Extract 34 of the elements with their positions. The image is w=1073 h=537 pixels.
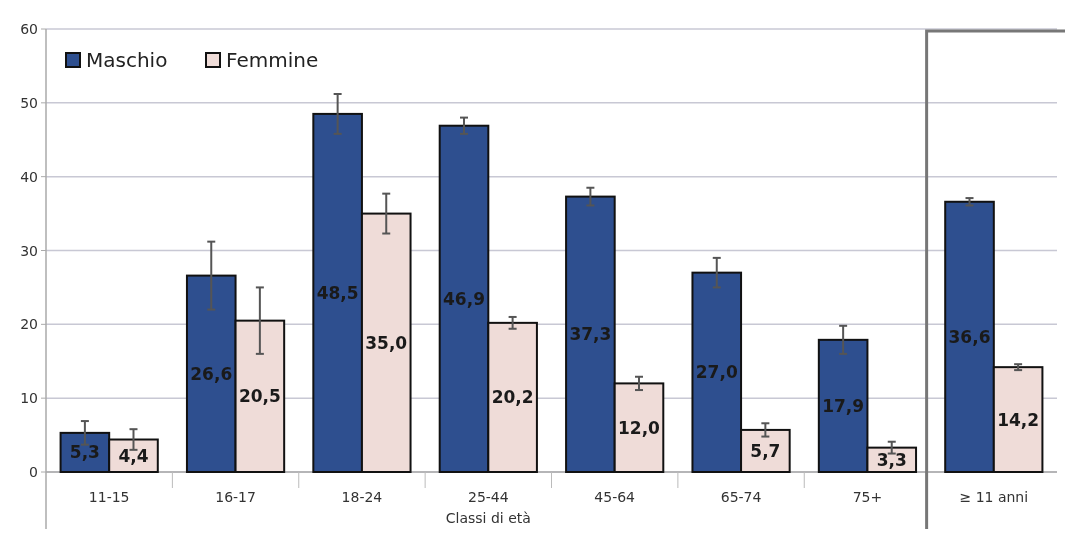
data-label: 14,2 — [997, 409, 1040, 430]
legend-label: Femmine — [226, 48, 319, 72]
x-tick-label: 18-24 — [341, 489, 383, 505]
data-label: 36,6 — [948, 326, 991, 347]
data-label: 5,7 — [750, 440, 781, 461]
data-label: 20,2 — [491, 387, 534, 408]
data-label: 17,9 — [822, 395, 865, 416]
data-label: 3,3 — [876, 449, 907, 470]
y-tick-label: 40 — [20, 168, 38, 185]
data-label: 5,3 — [69, 442, 100, 463]
data-label: 37,3 — [569, 324, 612, 345]
x-tick-label: 75+ — [852, 489, 883, 505]
y-tick-label: 60 — [20, 21, 38, 37]
x-tick-label: 11-15 — [88, 489, 130, 505]
y-tick-label: 20 — [20, 316, 38, 333]
data-label: 27,0 — [695, 362, 738, 383]
x-tick-label: 16-17 — [215, 489, 256, 505]
legend-label: Maschio — [86, 48, 168, 72]
data-label: 35,0 — [365, 332, 408, 353]
x-tick-label: 45-64 — [594, 489, 636, 505]
data-label: 20,5 — [238, 386, 281, 407]
y-tick-label: 50 — [20, 94, 38, 111]
x-tick-label: 25-44 — [467, 489, 509, 505]
data-label: 48,5 — [316, 282, 359, 303]
y-tick-label: 30 — [20, 242, 38, 259]
y-tick-label: 0 — [29, 464, 38, 480]
x-tick-label: 65-74 — [720, 489, 762, 505]
data-label: 46,9 — [443, 288, 485, 309]
data-label: 4,4 — [118, 445, 149, 466]
x-axis-title: Classi di età — [445, 510, 531, 526]
data-label: 12,0 — [618, 417, 661, 438]
data-label: 26,6 — [190, 363, 233, 384]
x-tick-label: ≥ 11 anni — [959, 489, 1029, 505]
y-tick-label: 10 — [20, 390, 38, 407]
